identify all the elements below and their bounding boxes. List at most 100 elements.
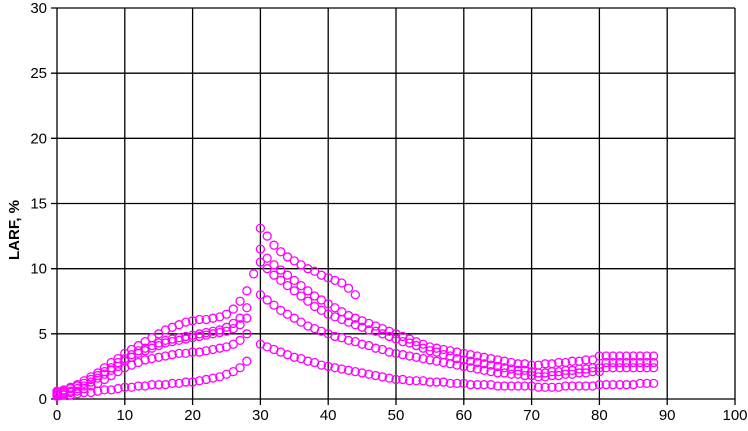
data-point [411, 376, 421, 386]
data-point [242, 286, 252, 296]
data-point [404, 351, 415, 361]
data-point [167, 337, 177, 347]
data-point [296, 260, 306, 270]
data-point [113, 383, 123, 394]
data-point [438, 377, 449, 387]
data-point [587, 366, 598, 377]
data-point [601, 380, 611, 390]
data-point [255, 290, 266, 300]
data-point [533, 382, 544, 392]
data-point [642, 351, 652, 361]
data-point [289, 275, 299, 286]
data-point [499, 363, 510, 373]
data-point [526, 370, 537, 381]
y-tick-label: 10 [30, 261, 47, 278]
data-point [215, 343, 225, 353]
data-point [235, 296, 245, 306]
data-point [93, 386, 103, 396]
data-point [648, 378, 659, 389]
data-point [574, 364, 584, 374]
data-point [187, 347, 198, 357]
data-point [221, 322, 232, 332]
data-point [459, 355, 469, 365]
data-point [452, 347, 462, 357]
data-point [262, 295, 272, 305]
y-tick-label: 15 [30, 196, 47, 213]
data-point [642, 378, 652, 389]
data-point [486, 360, 496, 370]
x-tick-label: 80 [591, 407, 608, 424]
data-point [255, 223, 266, 233]
data-point [154, 329, 164, 339]
data-point [432, 377, 442, 387]
data-point [337, 278, 347, 288]
y-tick-label: 5 [39, 326, 47, 343]
data-point [113, 361, 123, 372]
data-point [554, 370, 564, 381]
data-point [194, 331, 205, 342]
data-point [79, 387, 89, 398]
data-point [72, 389, 82, 399]
data-point [316, 360, 327, 370]
data-point [303, 356, 313, 366]
data-point [465, 356, 476, 366]
data-point [99, 374, 110, 385]
x-tick-label: 60 [455, 407, 472, 424]
data-point [520, 370, 530, 381]
data-point [384, 373, 394, 383]
data-point [567, 381, 577, 391]
data-point [262, 253, 272, 263]
data-point [167, 350, 177, 360]
data-point [601, 357, 611, 368]
data-point [438, 357, 449, 368]
data-point [465, 363, 476, 373]
data-point [269, 270, 279, 280]
data-point [309, 266, 320, 276]
data-point [113, 357, 123, 368]
data-point [228, 323, 238, 334]
data-point [642, 357, 652, 368]
data-point [201, 330, 211, 340]
data-point [181, 377, 191, 387]
data-point [201, 314, 211, 325]
data-point [289, 313, 299, 323]
data-point [452, 360, 462, 370]
data-point [499, 381, 510, 391]
y-axis-ticks: 0 5 10 15 20 25 30 [30, 0, 47, 408]
data-point [425, 377, 435, 387]
data-point [174, 348, 184, 359]
data-point [540, 372, 550, 382]
data-point [276, 275, 286, 286]
data-point [377, 372, 388, 382]
data-point [269, 260, 279, 270]
grid [51, 7, 736, 405]
data-point [526, 366, 537, 377]
data-point [398, 350, 408, 360]
data-point [587, 363, 598, 373]
data-point [160, 335, 171, 346]
data-point [120, 353, 130, 364]
data-point [526, 360, 537, 370]
data-point [303, 286, 313, 296]
data-point [506, 364, 516, 374]
data-point [499, 368, 510, 378]
data-point [323, 299, 333, 309]
data-point [574, 368, 584, 378]
x-tick-label: 10 [116, 407, 133, 424]
data-point [343, 335, 354, 346]
data-point [520, 381, 530, 391]
data-point [147, 353, 157, 364]
data-point [533, 372, 544, 382]
data-point [276, 247, 286, 257]
data-point [235, 320, 245, 330]
data-point [513, 359, 523, 369]
data-point [648, 351, 659, 361]
data-point [242, 313, 252, 323]
data-point [187, 316, 198, 326]
data-point [181, 348, 191, 359]
data-point [221, 309, 232, 319]
data-point [567, 356, 577, 366]
data-point [425, 355, 435, 365]
data-point [126, 382, 137, 392]
data-point [235, 313, 245, 323]
